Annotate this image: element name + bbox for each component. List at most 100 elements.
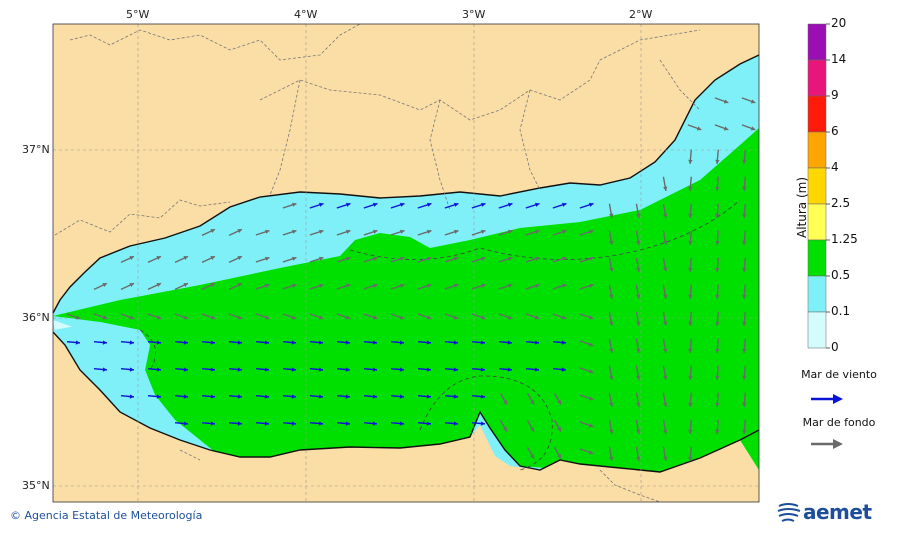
wave-arrow-head	[129, 340, 134, 345]
wave-arrow-head	[183, 283, 188, 288]
wave-arrow-head	[318, 315, 324, 320]
wave-arrow-head	[480, 394, 485, 399]
wave-arrow-head	[345, 340, 350, 345]
wave-arrow-head	[453, 283, 459, 288]
level-label: 14	[831, 52, 847, 66]
wave-arrow-head	[480, 421, 485, 426]
wave-arrow-head	[183, 394, 188, 399]
wave-arrow-head	[503, 400, 507, 405]
wave-arrow-head	[636, 348, 641, 353]
wave-arrow-head	[715, 240, 720, 245]
wave-arrow-head	[663, 429, 668, 434]
wave-arrow-head	[237, 340, 242, 345]
wave-arrow-head	[723, 99, 729, 104]
wave-arrow-head	[609, 321, 614, 326]
wave-arrow-head	[715, 186, 720, 191]
wave-arrow-head	[264, 315, 270, 320]
wave-arrow-head	[426, 256, 432, 261]
colorbar-band	[807, 167, 827, 205]
wave-arrow-head	[530, 427, 534, 432]
wave-arrow-head	[507, 315, 513, 320]
wave-arrow-head	[636, 267, 641, 272]
wave-arrow-head	[156, 367, 161, 372]
wave-arrow-head	[210, 394, 215, 399]
wave-arrow-head	[453, 367, 458, 372]
lon-label-5w: 5°W	[126, 8, 150, 21]
wave-arrow-head	[636, 240, 641, 245]
wave-arrow-head	[399, 256, 405, 261]
admin-borders	[54, 23, 701, 503]
wave-arrow-head	[507, 283, 513, 288]
wave-arrow-head	[318, 421, 323, 426]
wave-arrow-head	[453, 394, 458, 399]
wave-arrow-head	[399, 394, 404, 399]
wave-arrow-head	[129, 367, 134, 372]
wave-arrow-head	[742, 159, 747, 164]
level-label: 20	[831, 16, 847, 30]
wave-arrow-head	[480, 340, 485, 345]
wave-arrow-head	[75, 340, 80, 345]
wave-arrow-head	[588, 202, 594, 207]
wave-arrow-head	[723, 126, 729, 131]
lat-label-35n: 35°N	[22, 479, 50, 492]
wave-arrow-head	[561, 229, 567, 234]
wave-arrow-head	[742, 267, 747, 272]
wave-arrow-head	[345, 202, 351, 207]
wave-arrow-head	[534, 340, 539, 345]
sea-band-melilla	[480, 412, 520, 466]
wave-arrow-head	[291, 256, 297, 261]
wave-arrow-head	[480, 229, 486, 234]
wave-arrow-head	[453, 229, 459, 234]
wave-arrow-head	[636, 294, 641, 299]
wave-arrow-head	[426, 367, 431, 372]
wave-arrow-head	[507, 256, 513, 261]
wave-arrow-head	[688, 402, 693, 407]
wave-arrow-head	[156, 256, 161, 261]
wave-arrow-head	[588, 315, 594, 320]
wave-arrow-head	[688, 240, 693, 245]
wave-arrow-head	[588, 450, 594, 455]
wave-arrow-head	[715, 294, 720, 299]
colorbar-band	[807, 275, 827, 313]
wave-arrow-head	[426, 394, 431, 399]
wave-arrow-head	[742, 429, 747, 434]
wave-arrow-head	[102, 340, 107, 345]
wave-arrow-head	[156, 340, 161, 345]
wave-arrow-head	[561, 202, 567, 207]
wave-arrow-head	[210, 256, 215, 261]
wave-arrow-head	[291, 421, 296, 426]
wave-arrow-head	[129, 315, 135, 320]
level-label: 9	[831, 88, 839, 102]
wave-arrow-head	[399, 340, 404, 345]
wave-arrow-head	[399, 421, 404, 426]
wave-arrow-head	[663, 186, 668, 191]
wave-arrow-head	[291, 315, 297, 320]
wave-arrow-head	[534, 256, 540, 261]
lon-label-3w: 3°W	[462, 8, 486, 21]
wave-arrow-head	[588, 423, 594, 428]
wave-arrow-head	[588, 283, 594, 288]
wave-arrow-head	[715, 321, 720, 326]
wave-arrow-head	[530, 454, 534, 459]
wave-arrow-head	[588, 396, 594, 401]
wave-arrow-head	[291, 394, 296, 399]
contour-lines	[139, 199, 741, 471]
wave-arrow-head	[636, 402, 641, 407]
wave-arrow-head	[503, 427, 507, 432]
wave-arrow-head	[609, 375, 614, 380]
wave-arrow-head	[507, 367, 512, 372]
wave-arrow-head	[345, 256, 351, 261]
coastline-south	[52, 331, 760, 473]
wave-arrow-head	[102, 315, 108, 320]
wave-arrow-head	[291, 202, 297, 207]
wave-arrow-head	[345, 229, 351, 234]
wave-arrow-head	[264, 229, 270, 234]
wave-arrow-head	[750, 99, 756, 104]
wave-arrow-head	[291, 283, 297, 288]
wave-arrow-head	[264, 367, 269, 372]
wave-arrow-head	[663, 456, 668, 461]
wave-arrow-head	[399, 283, 405, 288]
wave-arrow-head	[588, 369, 594, 374]
wave-arrow-head	[372, 202, 378, 207]
wave-arrow-head	[318, 256, 324, 261]
